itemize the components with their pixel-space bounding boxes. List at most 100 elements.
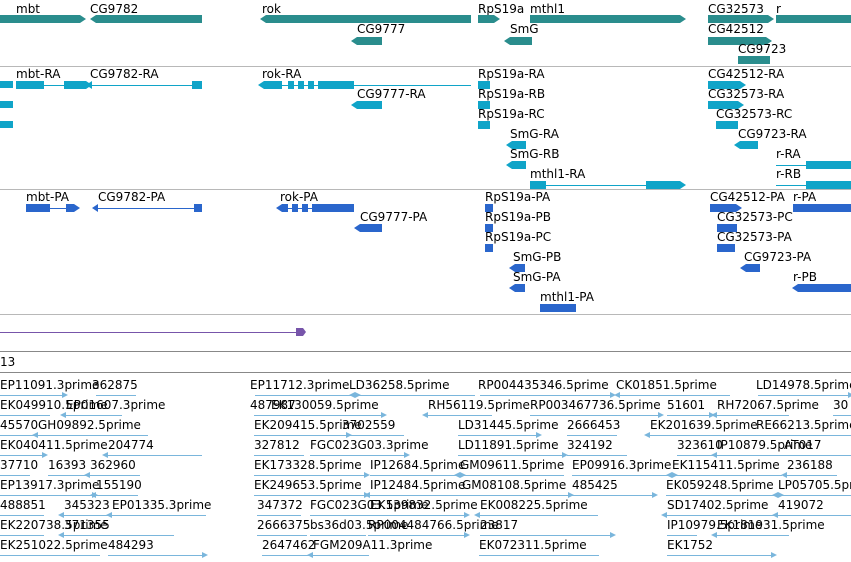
feature-glyph[interactable] — [0, 392, 68, 398]
feature-glyph[interactable] — [530, 15, 686, 23]
feature-glyph[interactable] — [84, 472, 140, 478]
feature-glyph[interactable] — [644, 432, 756, 438]
feature-glyph[interactable] — [354, 224, 382, 232]
feature-glyph[interactable] — [478, 101, 490, 109]
feature-glyph[interactable] — [310, 532, 366, 538]
feature-glyph[interactable] — [530, 181, 686, 189]
feature-glyph[interactable] — [58, 512, 114, 518]
feature-glyph[interactable] — [32, 432, 148, 438]
truncated-feature-glyph[interactable] — [0, 101, 13, 108]
feature-glyph[interactable] — [96, 392, 136, 398]
feature-glyph[interactable] — [478, 81, 490, 89]
feature-glyph[interactable] — [614, 392, 730, 398]
feature-glyph[interactable] — [772, 512, 851, 518]
feature-glyph[interactable] — [478, 121, 490, 129]
feature-glyph[interactable] — [572, 492, 658, 498]
feature-glyph[interactable] — [422, 412, 492, 418]
feature-glyph[interactable] — [60, 412, 122, 418]
feature-glyph[interactable] — [480, 532, 616, 538]
feature-glyph[interactable] — [26, 204, 80, 212]
feature-glyph[interactable] — [758, 392, 851, 398]
feature-glyph[interactable] — [716, 121, 738, 129]
feature-glyph[interactable] — [485, 244, 493, 252]
feature-glyph[interactable] — [0, 472, 30, 478]
feature-glyph[interactable] — [485, 224, 493, 232]
feature-glyph[interactable] — [370, 512, 470, 518]
feature-glyph[interactable] — [776, 161, 851, 169]
feature-glyph[interactable] — [479, 552, 599, 558]
feature-glyph[interactable] — [667, 552, 777, 558]
feature-glyph[interactable] — [16, 81, 92, 89]
feature-glyph[interactable] — [368, 532, 470, 538]
feature-glyph[interactable] — [351, 37, 382, 45]
feature-glyph[interactable] — [254, 472, 370, 478]
feature-glyph[interactable] — [48, 472, 88, 478]
feature-glyph[interactable] — [504, 37, 532, 45]
feature-glyph[interactable] — [776, 15, 851, 23]
feature-glyph[interactable] — [307, 552, 369, 558]
feature-glyph[interactable] — [474, 512, 598, 518]
feature-glyph[interactable] — [458, 432, 542, 438]
feature-glyph[interactable] — [793, 204, 851, 212]
feature-glyph[interactable] — [740, 264, 760, 272]
feature-glyph[interactable] — [567, 432, 617, 438]
feature-glyph[interactable] — [0, 432, 34, 438]
feature-glyph[interactable] — [254, 412, 272, 418]
feature-glyph[interactable] — [254, 452, 304, 458]
feature-glyph[interactable] — [792, 284, 851, 292]
feature-glyph[interactable] — [478, 15, 500, 23]
feature-glyph[interactable] — [833, 412, 851, 418]
feature-glyph[interactable] — [708, 37, 772, 45]
feature-glyph[interactable] — [485, 204, 493, 212]
truncated-feature-glyph[interactable] — [0, 81, 13, 88]
feature-glyph[interactable] — [711, 412, 789, 418]
feature-glyph[interactable] — [276, 204, 354, 212]
feature-glyph[interactable] — [567, 452, 627, 458]
feature-glyph[interactable] — [271, 412, 387, 418]
feature-glyph[interactable] — [717, 224, 737, 232]
feature-glyph[interactable] — [90, 492, 138, 498]
feature-glyph[interactable] — [708, 101, 744, 109]
feature-glyph[interactable] — [310, 452, 410, 458]
feature-glyph[interactable] — [772, 492, 851, 498]
feature-glyph[interactable] — [784, 452, 851, 458]
feature-glyph[interactable] — [734, 141, 758, 149]
feature-glyph[interactable] — [677, 452, 721, 458]
feature-glyph[interactable] — [106, 512, 206, 518]
aligned-feature-glyph[interactable] — [0, 332, 300, 333]
feature-glyph[interactable] — [756, 432, 851, 438]
feature-glyph[interactable] — [258, 81, 471, 89]
feature-glyph[interactable] — [666, 472, 782, 478]
feature-glyph[interactable] — [462, 492, 574, 498]
feature-glyph[interactable] — [0, 452, 48, 458]
feature-glyph[interactable] — [0, 512, 44, 518]
feature-glyph[interactable] — [738, 56, 770, 64]
feature-glyph[interactable] — [509, 284, 525, 292]
truncated-feature-glyph[interactable] — [0, 121, 13, 128]
feature-glyph[interactable] — [108, 552, 208, 558]
feature-glyph[interactable] — [0, 15, 86, 23]
feature-glyph[interactable] — [506, 141, 526, 149]
feature-glyph[interactable] — [102, 452, 202, 458]
feature-glyph[interactable] — [260, 15, 471, 23]
feature-glyph[interactable] — [257, 512, 301, 518]
feature-glyph[interactable] — [310, 512, 370, 518]
feature-glyph[interactable] — [480, 392, 616, 398]
feature-glyph[interactable] — [506, 161, 526, 169]
feature-glyph[interactable] — [717, 244, 735, 252]
feature-glyph[interactable] — [708, 81, 746, 89]
feature-glyph[interactable] — [90, 15, 202, 23]
feature-glyph[interactable] — [540, 304, 576, 312]
feature-glyph[interactable] — [92, 204, 202, 212]
feature-glyph[interactable] — [262, 552, 312, 558]
feature-glyph[interactable] — [0, 412, 50, 418]
feature-glyph[interactable] — [0, 552, 100, 558]
feature-glyph[interactable] — [349, 392, 475, 398]
feature-glyph[interactable] — [776, 181, 851, 189]
feature-glyph[interactable] — [711, 452, 789, 458]
feature-glyph[interactable] — [0, 532, 44, 538]
feature-glyph[interactable] — [454, 472, 564, 478]
feature-glyph[interactable] — [509, 264, 525, 272]
feature-glyph[interactable] — [667, 532, 697, 538]
feature-glyph[interactable] — [708, 15, 774, 23]
